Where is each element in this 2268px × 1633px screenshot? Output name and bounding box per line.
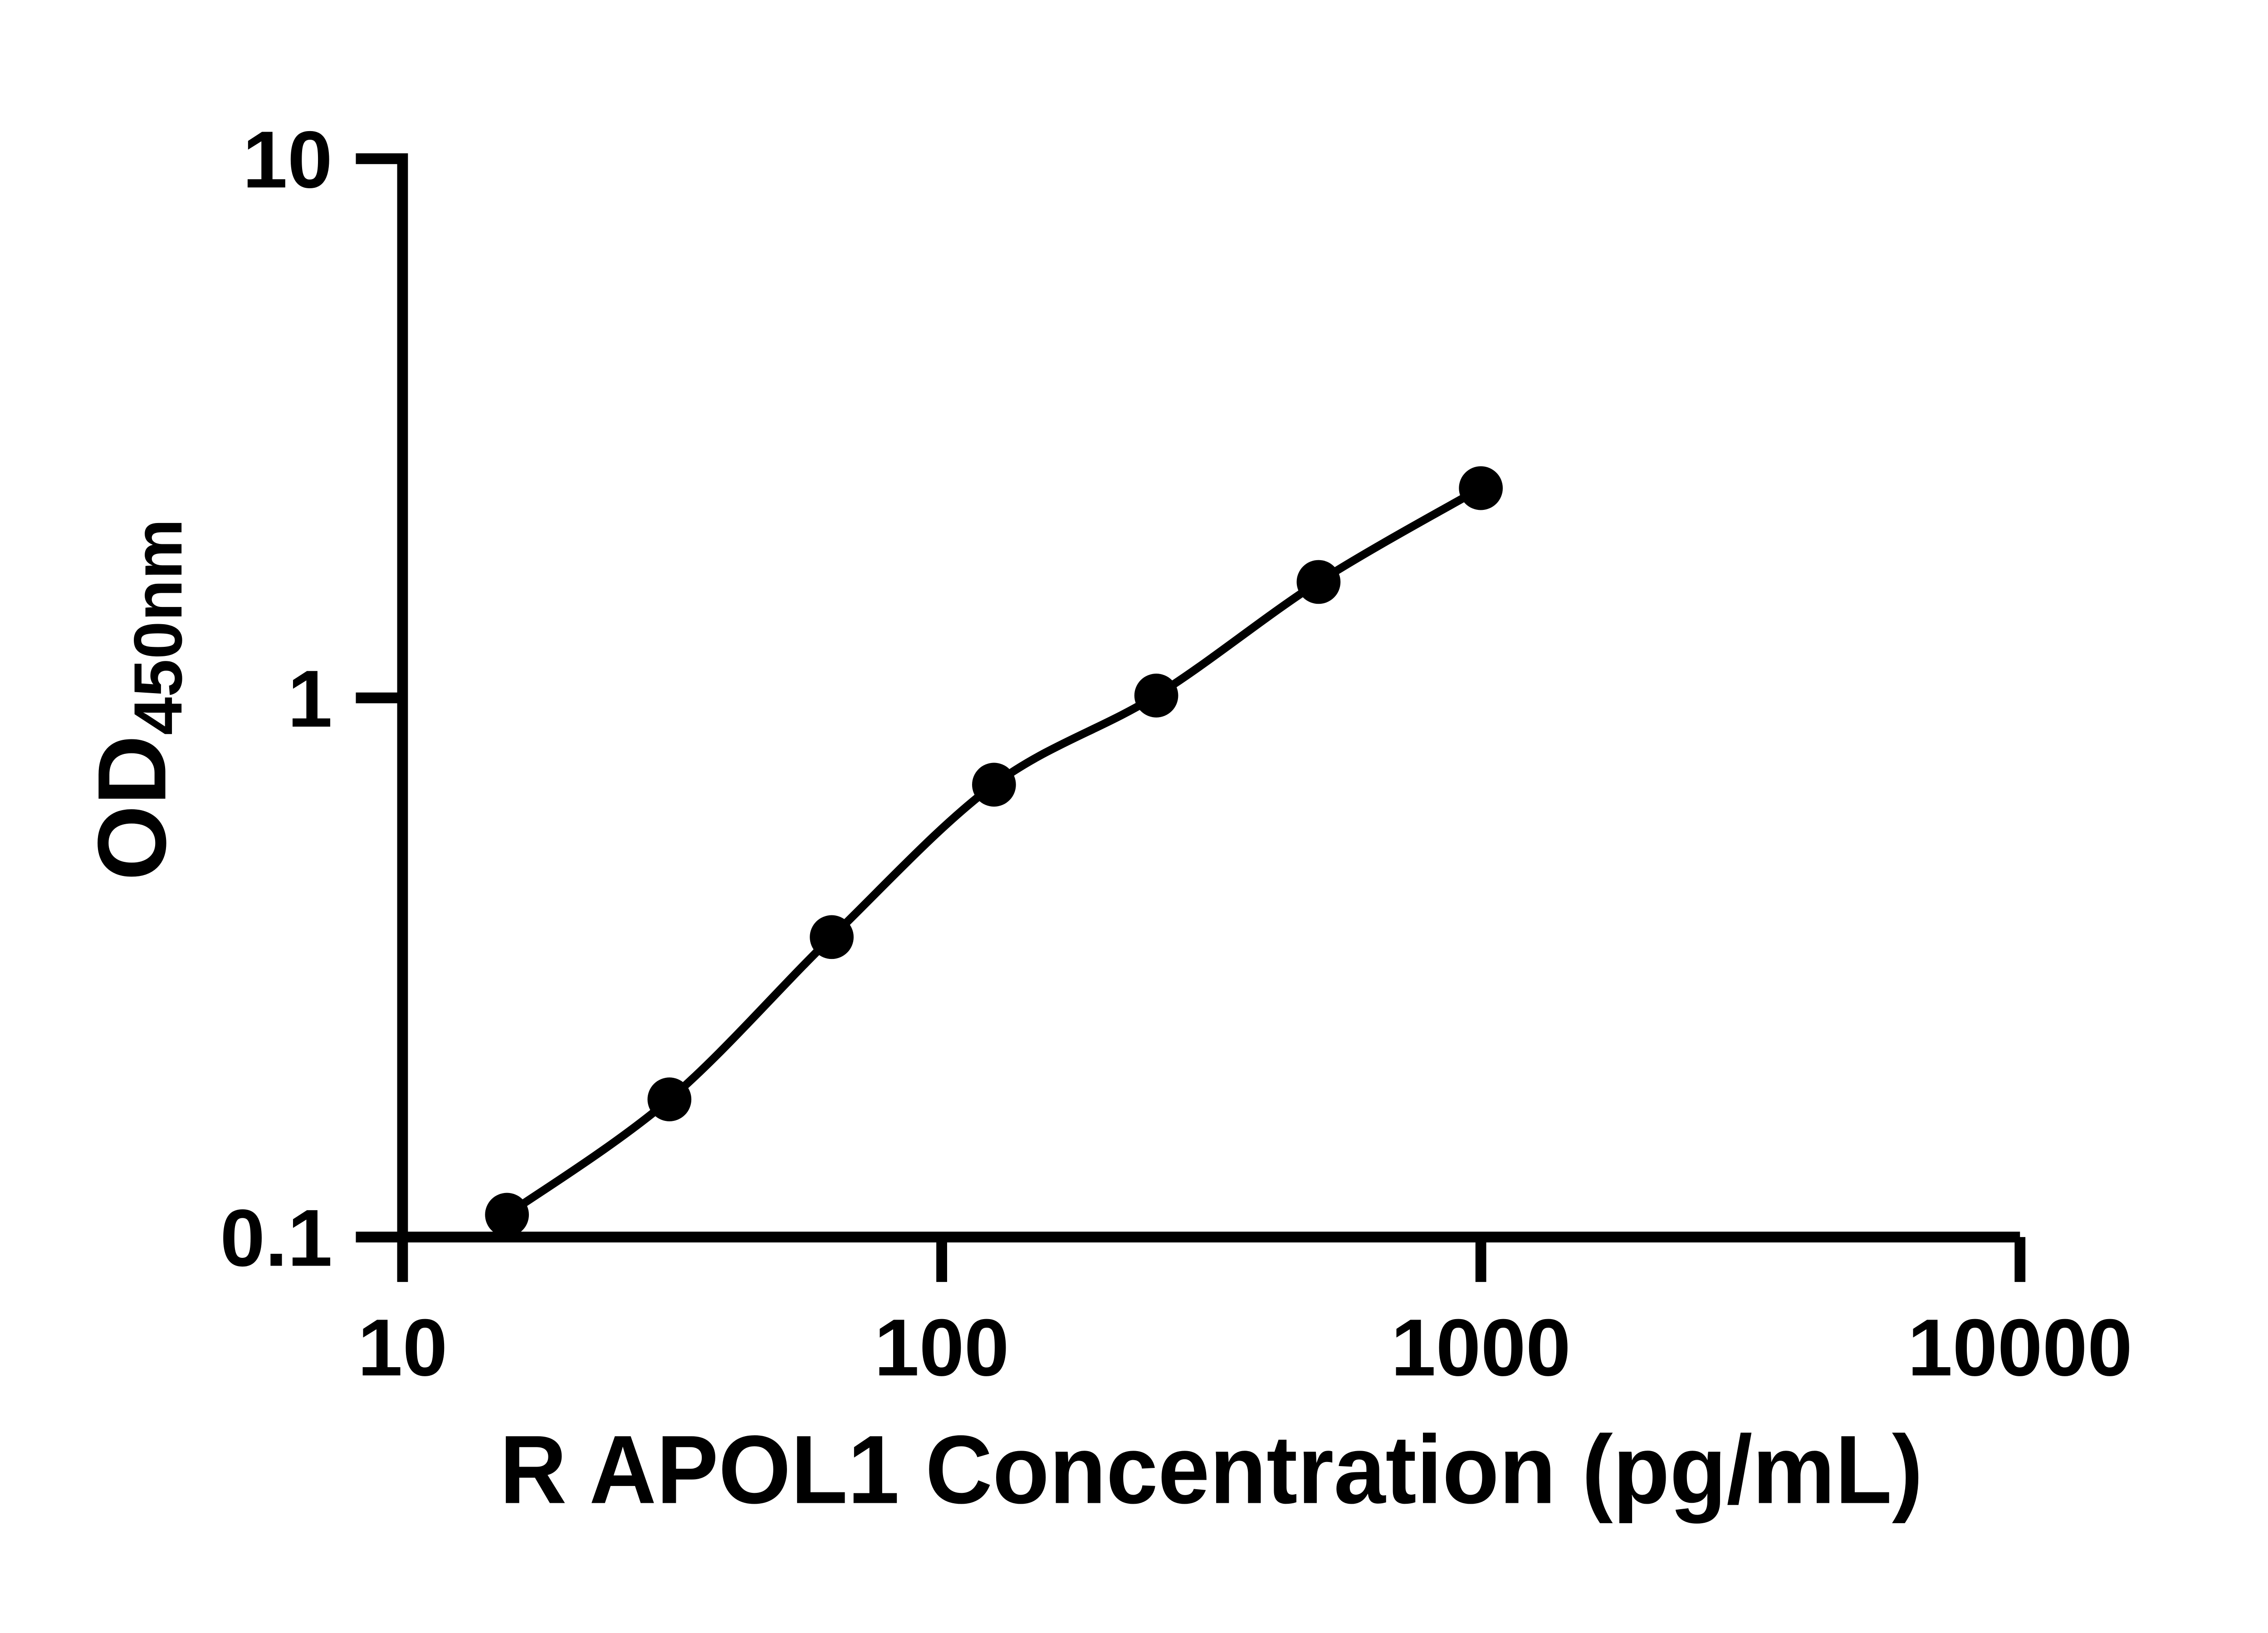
x-axis-tick-labels: 10 100 1000 10000 <box>357 1302 2132 1393</box>
y-tick-label-0.1: 0.1 <box>220 1193 332 1283</box>
data-point-125 <box>972 763 1016 807</box>
axes-and-ticks <box>356 153 2026 1282</box>
y-tick-label-10: 10 <box>243 114 332 205</box>
data-point-500 <box>1296 560 1341 604</box>
data-points-layer <box>485 466 1503 1237</box>
y-axis-title-main: OD <box>78 735 186 881</box>
y-axis-tick-labels: 10 1 0.1 <box>220 114 332 1283</box>
y-axis-title-subscript: 450nm <box>120 519 196 735</box>
data-point-1000 <box>1459 466 1503 510</box>
data-point-250 <box>1134 674 1178 718</box>
chart-background <box>0 8 2268 1625</box>
x-axis-title: R APOL1 Concentration (pg/mL) <box>499 1415 1923 1524</box>
data-point-62.5 <box>810 915 854 959</box>
y-tick-label-1: 1 <box>288 654 332 744</box>
x-tick-label-1000: 1000 <box>1391 1302 1571 1393</box>
data-point-31.25 <box>647 1077 692 1121</box>
x-tick-label-100: 100 <box>874 1302 1009 1393</box>
x-tick-label-10000: 10000 <box>1907 1302 2132 1393</box>
x-tick-label-10: 10 <box>357 1302 447 1393</box>
y-axis-title: OD450nm <box>78 519 196 881</box>
data-point-15.625 <box>485 1193 529 1237</box>
